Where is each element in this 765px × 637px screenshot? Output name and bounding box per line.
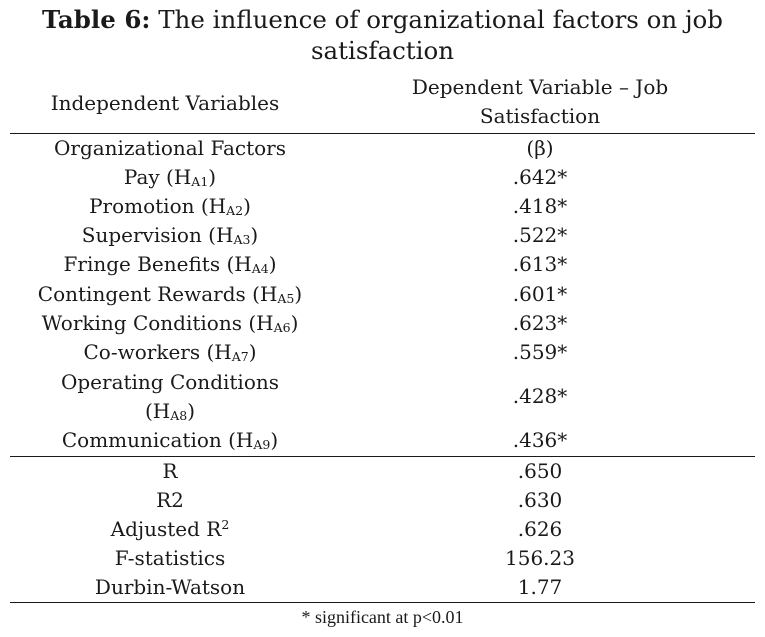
stat-value: 1.77 <box>517 575 563 599</box>
table-row: Operating Conditions (HA8) .428* <box>0 368 765 426</box>
stat-value: .630 <box>517 488 563 512</box>
row-label: Co-workers (HA7) <box>83 340 257 364</box>
header-rule <box>10 133 755 134</box>
header-dependent-variable: Dependent Variable – Job Satisfaction <box>411 75 669 128</box>
stat-label: Durbin-Watson <box>94 575 246 599</box>
row-label: Operating Conditions (HA8) <box>60 370 280 423</box>
row-label: Contingent Rewards (HA5) <box>37 282 303 306</box>
row-label: Supervision (HA3) <box>81 223 259 247</box>
row-value: .613* <box>512 252 568 276</box>
row-value: .522* <box>512 223 568 247</box>
row-value: .418* <box>512 194 568 218</box>
stat-label: R <box>162 459 178 483</box>
stat-label: Adjusted R2 <box>110 517 230 541</box>
row-label: Fringe Benefits (HA4) <box>63 252 277 276</box>
row-value: .559* <box>512 340 568 364</box>
row-value: .601* <box>512 282 568 306</box>
stat-value: .626 <box>517 517 563 541</box>
stat-label: R2 <box>156 488 184 512</box>
row-value: .436* <box>512 428 568 452</box>
table-title: The influence of organizational factors … <box>158 5 723 65</box>
row-label: Promotion (HA2) <box>89 194 251 218</box>
row-label: Communication (HA9) <box>61 428 279 452</box>
significance-note: * significant at p<0.01 <box>301 607 464 627</box>
stat-value: .650 <box>517 459 563 483</box>
table-caption: Table 6: The influence of organizational… <box>20 4 745 66</box>
header-independent-variables: Independent Variables <box>50 91 280 115</box>
stat-label: F-statistics <box>114 546 226 570</box>
row-value: (β) <box>526 136 554 160</box>
row-label: Working Conditions (HA6) <box>41 311 299 335</box>
row-value: .642* <box>512 165 568 189</box>
row-value: .623* <box>512 311 568 335</box>
row-label: Organizational Factors <box>53 136 286 160</box>
stat-value: 156.23 <box>505 546 575 570</box>
section-rule <box>10 456 755 457</box>
row-value: .428* <box>512 384 568 408</box>
table-label: Table 6: <box>42 5 151 34</box>
row-label: Pay (HA1) <box>123 165 217 189</box>
bottom-rule <box>10 602 755 603</box>
